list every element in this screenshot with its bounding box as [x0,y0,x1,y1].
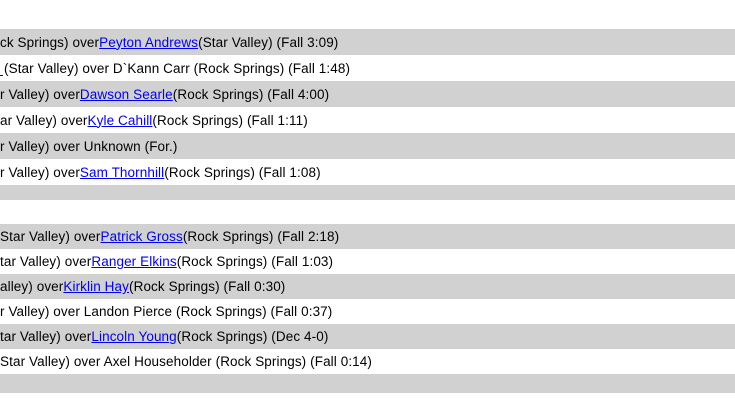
result-text-post: (Rock Springs) (Fall 1:11) [152,112,308,128]
result-text-post: (Rock Springs) (Fall 4:00) [172,86,330,102]
results-group-1: ck Springs) over Peyton Andrews (Star Va… [0,29,735,200]
result-text-pre: r Valley) over [0,86,80,102]
result-row: alley) over Kirklin Hay (Rock Springs) (… [0,274,735,299]
wrestler-link[interactable]: Dawson Searle [79,86,173,102]
result-row [0,374,735,393]
wrestler-link[interactable]: Lincoln Young [91,329,177,344]
result-row: Star Valley) over Axel Householder (Rock… [0,349,735,374]
result-row: tar Valley) over Lincoln Young (Rock Spr… [0,324,735,349]
result-text-pre: tar Valley) over [0,329,92,344]
result-text-pre: r Valley) over Landon Pierce (Rock Sprin… [0,304,333,319]
result-text-pre: r Valley) over Unknown (For.) [0,138,178,154]
result-row: ck Springs) over Peyton Andrews (Star Va… [0,29,735,55]
result-row: r Valley) over Unknown (For.) [0,133,735,159]
result-text-pre: alley) over [0,279,64,294]
wrestler-link[interactable]: Peyton Andrews [99,34,199,50]
result-text-post: (Rock Springs) (Dec 4-0) [176,329,329,344]
result-text-post: (Rock Springs) (Fall 1:08) [164,164,321,180]
result-row [0,185,735,200]
result-text-pre: r Valley) over [0,164,80,180]
result-text-post: (Rock Springs) (Fall 0:30) [129,279,286,294]
wrestler-link[interactable]: Sam Thornhill [79,164,165,180]
wrestler-link[interactable]: Kirklin Hay [63,279,129,294]
result-text-pre: tar Valley) over [0,254,92,269]
result-text-pre: ar Valley) over [0,112,88,128]
result-text-pre: (Star Valley) over D`Kann Carr (Rock Spr… [4,60,351,76]
result-row: (Star Valley) over D`Kann Carr (Rock Spr… [0,55,735,81]
result-text-pre: Star Valley) over [0,229,101,244]
result-row: ar Valley) over Kyle Cahill (Rock Spring… [0,107,735,133]
wrestler-link[interactable]: Patrick Gross [100,229,183,244]
result-text-pre: Star Valley) over Axel Householder (Rock… [0,354,372,369]
result-row: r Valley) over Dawson Searle (Rock Sprin… [0,81,735,107]
cutoff-link-fragment[interactable] [0,62,3,76]
results-group-2: Star Valley) over Patrick Gross (Rock Sp… [0,224,735,393]
result-text-pre: ck Springs) over [0,34,100,50]
result-row: r Valley) over Sam Thornhill (Rock Sprin… [0,159,735,185]
wrestler-link[interactable]: Ranger Elkins [91,254,177,269]
result-row: r Valley) over Landon Pierce (Rock Sprin… [0,299,735,324]
result-text-post: (Rock Springs) (Fall 2:18) [182,229,340,244]
result-text-post: (Rock Springs) (Fall 1:03) [176,254,334,269]
result-text-post: (Star Valley) (Fall 3:09) [198,34,339,50]
result-row: Star Valley) over Patrick Gross (Rock Sp… [0,224,735,249]
wrestler-link[interactable]: Kyle Cahill [87,112,153,128]
result-row: tar Valley) over Ranger Elkins (Rock Spr… [0,249,735,274]
